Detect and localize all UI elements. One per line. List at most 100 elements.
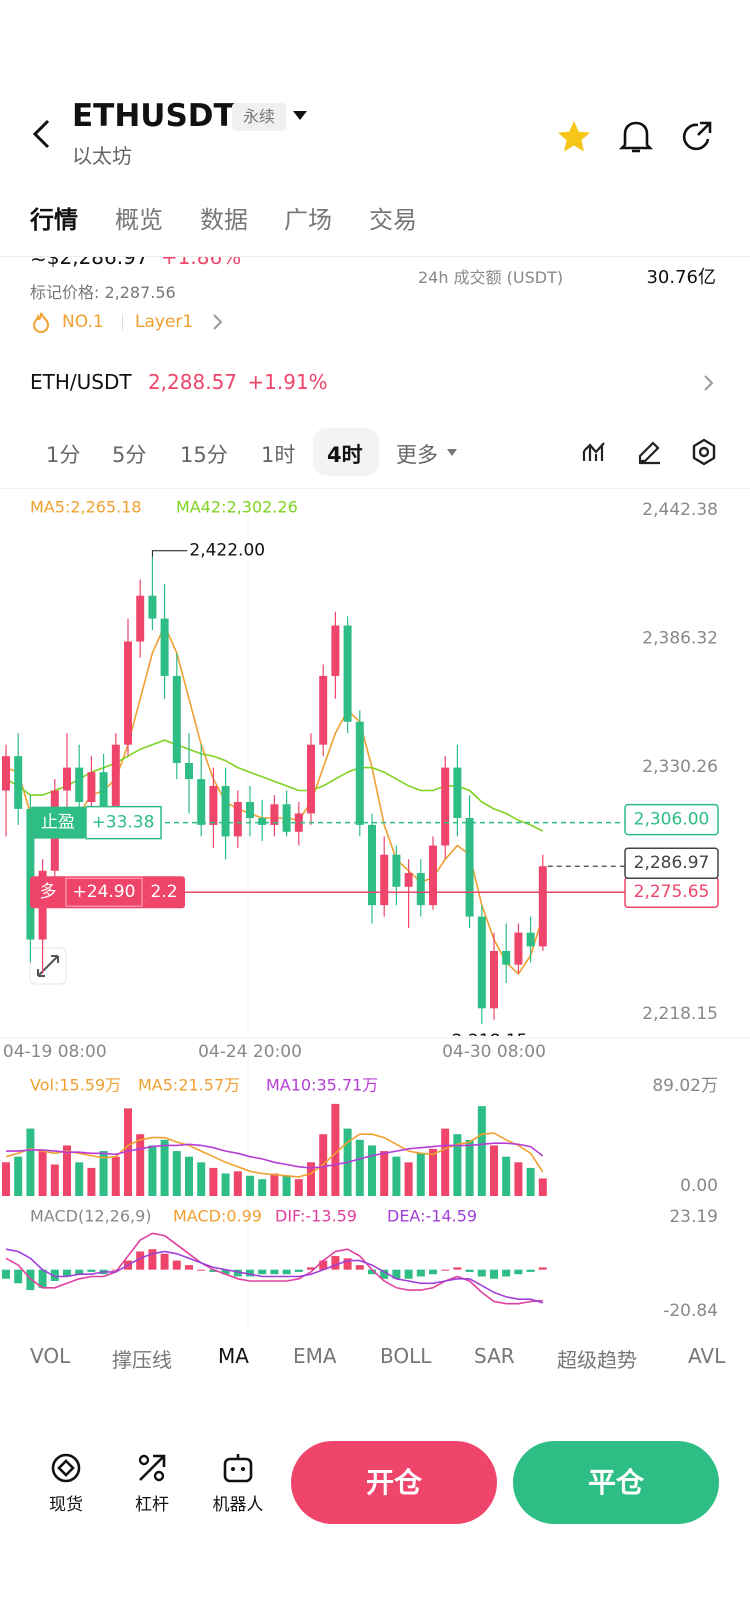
kline-chart[interactable]: 2,422.00 2,218.15 04-19 08:00 04-24 20:00 04… <box>0 490 750 1330</box>
volume-bar <box>404 1162 413 1196</box>
interval-more[interactable]: 更多 <box>396 443 438 467</box>
macd-bar <box>136 1251 145 1270</box>
spot-icon[interactable] <box>49 1451 83 1485</box>
interval[interactable]: 1时 <box>261 443 296 467</box>
interval[interactable]: 15分 <box>180 443 228 467</box>
expand-icon <box>37 955 59 977</box>
indicator-tab[interactable]: EMA <box>293 1344 337 1368</box>
favorite-star[interactable] <box>556 119 592 155</box>
volume-bar <box>355 1139 364 1196</box>
y-tick-label: 2,330.26 <box>642 757 718 777</box>
close-position-button[interactable]: 平仓 <box>513 1441 719 1524</box>
candle-body <box>172 675 181 764</box>
volume-bar <box>368 1145 376 1196</box>
rank-tag[interactable]: NO.1 <box>62 312 104 332</box>
tab[interactable]: 广场 <box>284 206 332 234</box>
volume-bar <box>416 1153 425 1196</box>
volume-bar <box>75 1162 84 1196</box>
volume-bar <box>380 1151 389 1196</box>
volume-bar <box>50 1164 59 1196</box>
shortcut-label[interactable]: 现货 <box>49 1495 83 1515</box>
volume-bar <box>38 1151 47 1196</box>
volume-bar <box>246 1175 254 1196</box>
candle-body <box>368 824 376 906</box>
index-change: +1.86% <box>160 257 242 269</box>
position-pnl-box <box>65 877 143 907</box>
indicator-tab[interactable]: AVL <box>688 1344 726 1368</box>
indicator-icon[interactable] <box>582 439 608 465</box>
macd-bar <box>87 1269 96 1272</box>
interval[interactable]: 5分 <box>112 443 147 467</box>
candle-body <box>26 808 35 940</box>
volume-bar <box>14 1156 23 1196</box>
volume-bar <box>502 1156 511 1196</box>
macd-bar <box>197 1269 206 1271</box>
volume-bar <box>136 1134 145 1196</box>
volume-bar <box>63 1145 71 1196</box>
tab[interactable]: 交易 <box>369 206 417 234</box>
volume-bar <box>2 1162 10 1196</box>
candle-body <box>526 932 535 947</box>
legend-label: MACD:0.99 <box>173 1207 262 1226</box>
interval[interactable]: 1分 <box>46 443 81 467</box>
sector-tag[interactable]: Layer1 <box>135 312 194 332</box>
macd-bar <box>465 1269 474 1272</box>
indicator-tab[interactable]: BOLL <box>380 1344 432 1368</box>
macd-bar <box>75 1269 84 1275</box>
macd-bar <box>282 1269 291 1275</box>
volume-bar <box>172 1151 181 1196</box>
volume-bar <box>221 1173 230 1196</box>
y-tick-label: -20.84 <box>663 1301 718 1321</box>
shortcut-label[interactable]: 杠杆 <box>135 1495 169 1515</box>
volume-bar <box>270 1173 279 1196</box>
tab[interactable]: 行情 <box>30 206 78 234</box>
margin-icon[interactable] <box>135 1451 169 1485</box>
indicator-tab[interactable]: 超级趋势 <box>557 1348 637 1372</box>
draw-icon[interactable] <box>636 439 662 465</box>
position-side: 多 <box>40 882 57 902</box>
bot-icon[interactable] <box>221 1451 255 1485</box>
candle-body <box>14 756 23 809</box>
candle-body <box>246 801 254 819</box>
chevron <box>213 314 223 330</box>
price-box-label: 2,306.00 <box>634 810 710 830</box>
alert-bell[interactable] <box>619 119 653 155</box>
symbol-dropdown[interactable] <box>292 110 308 122</box>
macd-bar <box>2 1269 10 1279</box>
macd-bar <box>38 1269 47 1288</box>
macd-bar <box>26 1269 35 1291</box>
volume-bar <box>99 1151 108 1196</box>
spot-row[interactable]: ETH/USDT 2,288.57 +1.91% <box>30 370 328 394</box>
x-tick-label: 04-24 20:00 <box>198 1042 302 1062</box>
spot-change: +1.91% <box>247 370 328 394</box>
ma-line <box>5 739 544 832</box>
indicator-tab[interactable]: VOL <box>30 1344 71 1368</box>
volume-bar <box>307 1162 315 1196</box>
interval-selected[interactable]: 4时 <box>327 443 363 467</box>
share-button[interactable] <box>681 120 715 154</box>
indicator-tab[interactable]: MA <box>218 1344 249 1368</box>
macd-bar <box>111 1269 120 1271</box>
indicator-tab[interactable]: 撑压线 <box>112 1348 172 1372</box>
macd-bar <box>477 1269 486 1277</box>
tab[interactable]: 概览 <box>115 206 163 234</box>
macd-bar <box>490 1269 498 1279</box>
legend-label: DIF:-13.59 <box>275 1207 357 1226</box>
tab[interactable]: 数据 <box>200 206 248 234</box>
back-button[interactable] <box>28 118 56 150</box>
candle-body <box>477 916 486 1009</box>
asset-name: 以太坊 <box>72 144 132 168</box>
volume-bar <box>477 1106 486 1196</box>
candle-body <box>258 818 267 825</box>
macd-bar <box>221 1269 230 1275</box>
contract-badge: 永续 <box>232 103 286 131</box>
volume-bar <box>441 1128 450 1196</box>
open-position-button[interactable]: 开仓 <box>291 1441 497 1524</box>
y-tick-label: 2,442.38 <box>642 500 718 520</box>
shortcut-label[interactable]: 机器人 <box>212 1495 264 1515</box>
settings-icon[interactable] <box>690 438 718 466</box>
macd-bar <box>148 1249 157 1270</box>
indicator-tab[interactable]: SAR <box>474 1344 515 1368</box>
y-tick-label: 23.19 <box>669 1207 718 1227</box>
macd-bar <box>14 1269 23 1284</box>
